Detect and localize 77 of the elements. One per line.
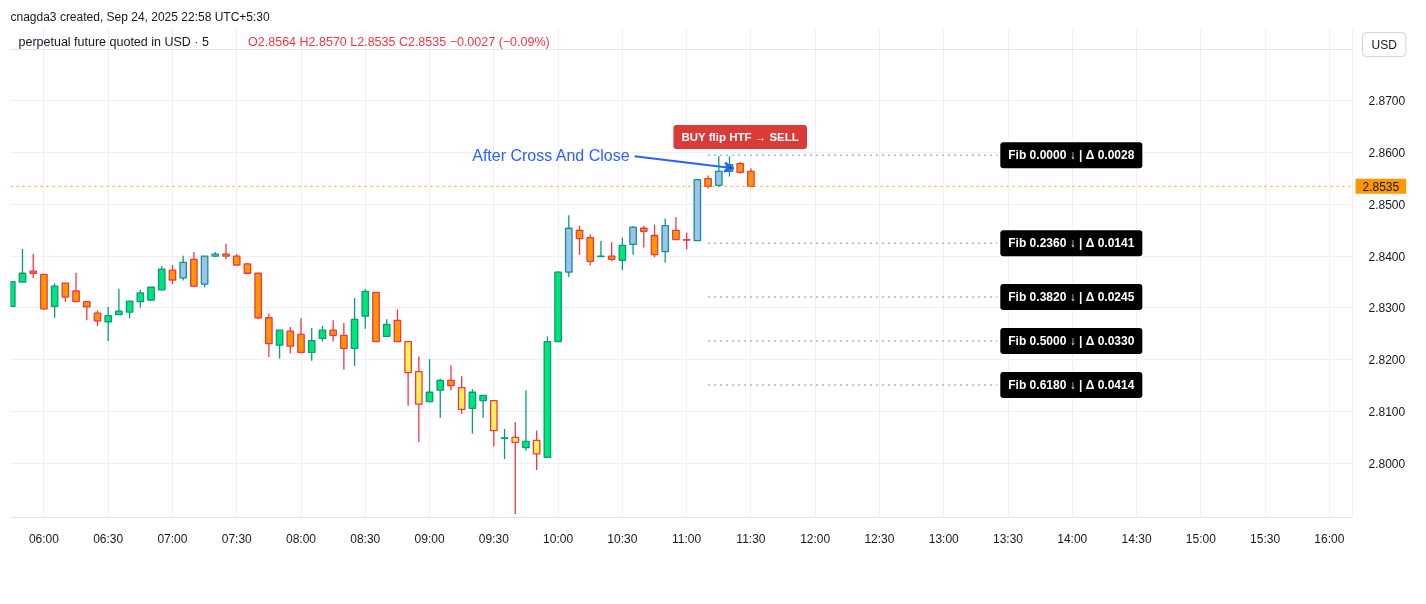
candlestick — [629, 225, 637, 256]
x-tick-label: 15:00 — [1185, 531, 1217, 546]
candlestick — [447, 364, 455, 391]
x-tick-label: 08:00 — [285, 531, 317, 546]
candlestick — [157, 265, 166, 291]
candlestick — [222, 243, 230, 260]
x-tick-label: 06:30 — [93, 531, 124, 546]
candlestick — [436, 378, 445, 419]
candlestick — [29, 253, 38, 279]
candlestick — [511, 421, 520, 515]
y-tick-label: 2.8700 — [1368, 94, 1406, 109]
candlestick — [714, 155, 723, 189]
series-label: Fib 0.0000 ↓ | Δ 0.0028 — [1008, 148, 1135, 163]
candlestick — [115, 288, 123, 316]
annotation: O2.8564 H2.8570 L2.8535 C2.8535 −0.0027 (−0.09%) — [248, 34, 550, 49]
x-tick-label: 12:00 — [800, 531, 831, 546]
ref-line-label: 2.8535 — [1362, 179, 1400, 194]
series-label: Fib 0.3820 ↓ | Δ 0.0245 — [1008, 290, 1135, 305]
y-tick-label: 2.8100 — [1368, 404, 1406, 419]
annotation: BUY flip HTF → SELL — [681, 131, 799, 143]
x-tick-label: 14:00 — [1057, 531, 1088, 546]
candlestick — [672, 216, 680, 241]
text: perpetual future quoted in USD · 5 — [18, 34, 209, 49]
candlestick — [607, 241, 616, 263]
x-tick-label: 11:30 — [736, 531, 766, 546]
x-tick-label: 10:00 — [543, 531, 574, 546]
x-tick-label: 09:30 — [478, 531, 510, 546]
candlestick — [72, 272, 80, 303]
x-tick-label: 11:00 — [672, 531, 702, 546]
series-label: Fib 0.2360 ↓ | Δ 0.0141 — [1008, 236, 1135, 251]
candlestick — [329, 319, 338, 343]
candlestick — [168, 264, 177, 285]
series-label: Fib 0.5000 ↓ | Δ 0.0330 — [1008, 334, 1135, 349]
candlestick — [618, 236, 627, 271]
candlestick — [522, 389, 530, 452]
candlestick — [50, 282, 59, 319]
x-tick-label: 10:30 — [607, 531, 638, 546]
x-tick-label: 06:00 — [28, 531, 60, 546]
y-axis-title: USD — [1371, 37, 1398, 52]
candlestick — [479, 394, 487, 419]
y-tick-label: 2.8400 — [1368, 249, 1406, 264]
x-tick-label: 12:30 — [864, 531, 895, 546]
candlestick — [650, 223, 659, 258]
x-tick-label: 15:30 — [1250, 531, 1281, 546]
x-tick-label: 13:30 — [992, 531, 1024, 546]
candlestick — [179, 255, 188, 282]
candlestick — [393, 308, 402, 343]
candlestick — [457, 375, 466, 415]
candlestick — [275, 329, 284, 360]
candlestick — [286, 326, 295, 355]
candlestick — [104, 306, 113, 342]
x-tick-label: 09:00 — [414, 531, 445, 546]
candlestick — [639, 225, 648, 249]
series-label: Fib 0.6180 ↓ | Δ 0.0414 — [1008, 378, 1135, 393]
x-tick-label: 07:00 — [157, 531, 188, 546]
candlestick — [339, 322, 348, 371]
y-tick-label: 2.8000 — [1368, 456, 1406, 471]
y-tick-label: 2.8500 — [1368, 197, 1406, 212]
candlestick — [307, 327, 316, 362]
chart-title: cnagda3 created, Sep 24, 2025 22:58 UTC+5:30 — [10, 9, 271, 24]
x-tick-label: 14:30 — [1121, 531, 1152, 546]
y-tick-label: 2.8200 — [1368, 353, 1406, 368]
candlestick — [500, 428, 509, 460]
x-tick-label: 13:00 — [928, 531, 960, 546]
candlestick — [297, 317, 305, 355]
candlestick — [468, 388, 477, 435]
y-tick-label: 2.8600 — [1368, 146, 1406, 161]
x-tick-label: 08:30 — [350, 531, 381, 546]
annotation: After Cross And Close — [472, 146, 630, 164]
x-tick-label: 16:00 — [1314, 531, 1345, 546]
candlestick — [586, 233, 595, 267]
y-tick-label: 2.8300 — [1368, 301, 1406, 316]
candlestick — [82, 301, 91, 321]
x-tick-label: 07:30 — [221, 531, 253, 546]
candlestick — [532, 429, 541, 471]
candlestick — [61, 282, 70, 303]
candlestick — [18, 248, 27, 283]
